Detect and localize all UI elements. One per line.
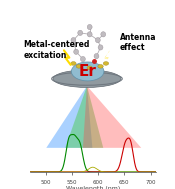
Circle shape — [74, 49, 79, 54]
Ellipse shape — [71, 62, 104, 81]
Circle shape — [80, 57, 85, 62]
Ellipse shape — [98, 64, 103, 68]
Circle shape — [94, 53, 99, 59]
Ellipse shape — [103, 62, 109, 65]
Text: Metal-centered
excitation: Metal-centered excitation — [23, 40, 90, 60]
Ellipse shape — [87, 66, 92, 70]
Ellipse shape — [53, 70, 121, 88]
Polygon shape — [65, 86, 103, 148]
X-axis label: Wavelength (nm): Wavelength (nm) — [66, 186, 120, 189]
Text: Er: Er — [79, 64, 97, 79]
Circle shape — [87, 24, 92, 30]
Polygon shape — [104, 50, 110, 64]
Polygon shape — [83, 86, 141, 148]
Circle shape — [78, 30, 83, 36]
Polygon shape — [46, 86, 92, 148]
Ellipse shape — [71, 62, 76, 65]
Circle shape — [95, 38, 100, 43]
Circle shape — [98, 45, 103, 50]
Polygon shape — [64, 50, 70, 64]
Ellipse shape — [76, 64, 82, 68]
Circle shape — [87, 32, 92, 37]
Circle shape — [101, 32, 106, 37]
Text: Antenna
effect: Antenna effect — [120, 33, 156, 52]
Circle shape — [71, 38, 76, 43]
